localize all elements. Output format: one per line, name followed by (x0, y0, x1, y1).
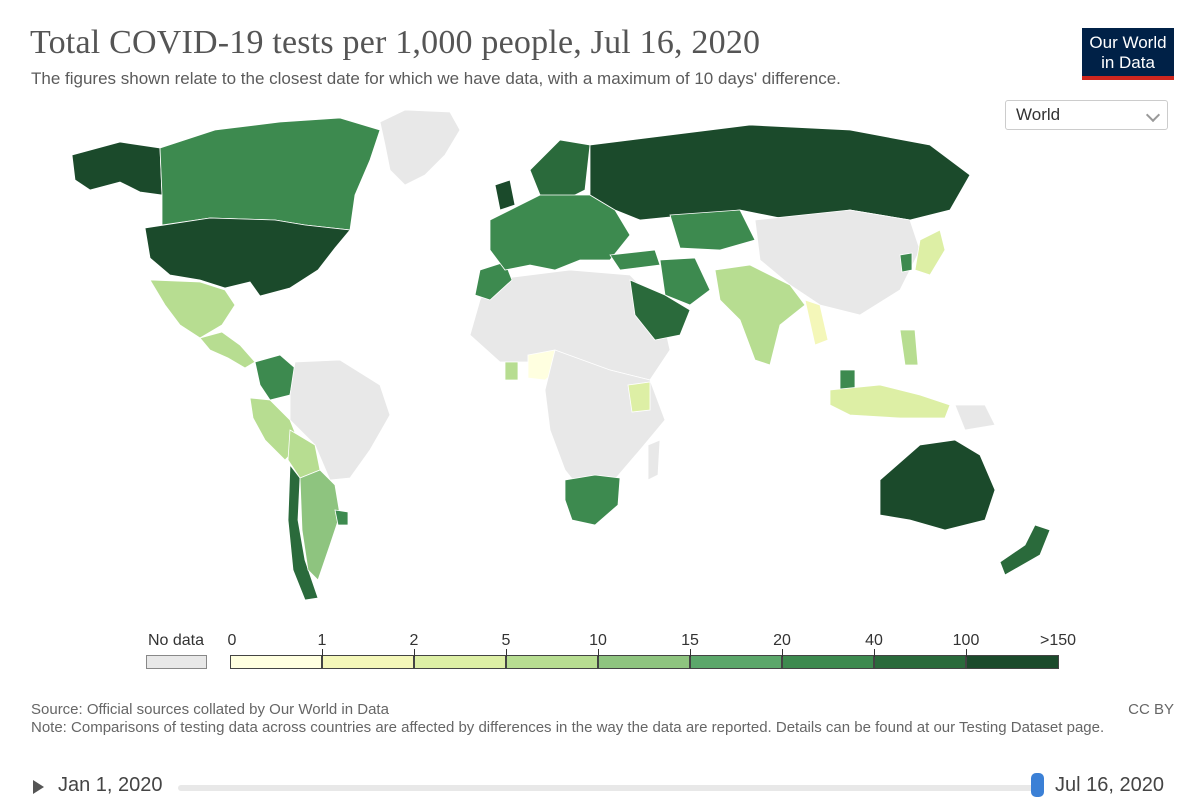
legend-tick (414, 649, 415, 657)
map-region-central-america[interactable] (199, 331, 256, 369)
legend-bin-5[interactable] (598, 655, 690, 669)
region-select[interactable]: World (1005, 100, 1168, 130)
map-region-argentina[interactable] (299, 469, 341, 581)
map-region-new-zealand[interactable] (999, 524, 1051, 576)
map-region-kazakhstan[interactable] (669, 209, 756, 251)
legend-threshold-label: 100 (952, 632, 980, 649)
legend-tick (874, 649, 875, 657)
map-region-usa[interactable] (144, 217, 351, 297)
legend-threshold-label: 15 (681, 632, 699, 649)
legend-threshold-label: 1 (317, 632, 327, 649)
region-select-value: World (1016, 105, 1061, 124)
source-text: Source: Official sources collated by Our… (31, 701, 389, 718)
map-region-indonesia[interactable] (829, 384, 951, 419)
legend-tick (322, 649, 323, 657)
map-region-south-korea[interactable] (899, 252, 913, 273)
map-region-uk[interactable] (494, 179, 516, 211)
map-region-india[interactable] (714, 264, 806, 366)
logo-line-1: Our World (1089, 33, 1167, 52)
legend-bin-4[interactable] (506, 655, 598, 669)
license-link[interactable]: CC BY (1128, 701, 1174, 718)
map-region-kenya[interactable] (627, 381, 651, 413)
legend-tick (690, 649, 691, 657)
map-region-alaska[interactable] (71, 141, 163, 196)
map-region-china-mongolia[interactable] (754, 209, 921, 316)
legend-threshold-label: 0 (227, 632, 237, 649)
legend-bin-2[interactable] (322, 655, 414, 669)
timeline-start-date[interactable]: Jan 1, 2020 (58, 774, 163, 796)
map-region-iran[interactable] (659, 257, 711, 306)
map-region-japan[interactable] (914, 229, 946, 276)
map-region-europe[interactable] (489, 194, 631, 271)
legend-threshold-label: 20 (773, 632, 791, 649)
legend-bin-1[interactable] (230, 655, 322, 669)
map-region-ghana[interactable] (504, 361, 519, 381)
legend-threshold-label: 5 (501, 632, 511, 649)
legend-threshold-label: 2 (409, 632, 419, 649)
world-map (71, 109, 1051, 601)
legend-bin-6[interactable] (690, 655, 782, 669)
legend-bin-7[interactable] (782, 655, 874, 669)
map-region-turkey[interactable] (609, 249, 661, 271)
owid-logo[interactable]: Our World in Data (1082, 28, 1174, 80)
map-region-russia[interactable] (589, 124, 971, 221)
legend-bin-8[interactable] (874, 655, 966, 669)
legend-threshold-label: >150 (1039, 632, 1077, 649)
map-region-chile[interactable] (287, 463, 319, 601)
map-region-canada[interactable] (159, 117, 381, 231)
chart-subtitle: The figures shown relate to the closest … (31, 69, 841, 88)
map-region-malaysia[interactable] (839, 369, 856, 391)
legend-no-data-swatch (146, 655, 207, 669)
legend-threshold-label: 10 (589, 632, 607, 649)
timeline-handle[interactable] (1031, 773, 1044, 797)
note-text: Note: Comparisons of testing data across… (31, 719, 1105, 736)
legend-tick (782, 649, 783, 657)
map-region-greenland[interactable] (379, 109, 461, 186)
map-region-mexico[interactable] (149, 279, 236, 339)
logo-underline (1082, 76, 1174, 80)
map-region-madagascar[interactable] (647, 439, 661, 481)
map-region-scandinavia[interactable] (529, 139, 591, 201)
legend-no-data-label: No data (147, 632, 205, 649)
map-region-myanmar[interactable] (804, 299, 829, 346)
logo-line-2: in Data (1101, 53, 1155, 72)
timeline-end-date[interactable]: Jul 16, 2020 (1055, 774, 1164, 796)
chart-title: Total COVID-19 tests per 1,000 people, J… (30, 24, 761, 61)
map-region-venezuela-brazil[interactable] (289, 359, 391, 481)
timeline-track[interactable] (178, 785, 1038, 791)
map-region-colombia[interactable] (254, 354, 296, 401)
map-region-saudi-arabia[interactable] (629, 279, 691, 341)
map-region-south-africa[interactable] (564, 474, 621, 526)
map-region-papua-new-guinea[interactable] (954, 404, 996, 431)
legend-bin-9[interactable] (966, 655, 1059, 669)
map-region-australia[interactable] (879, 439, 996, 531)
timeline: Jan 1, 2020 Jul 16, 2020 (0, 768, 1200, 808)
map-region-uruguay[interactable] (334, 509, 349, 526)
legend-tick (966, 649, 967, 657)
legend-threshold-label: 40 (865, 632, 883, 649)
map-region-philippines[interactable] (899, 329, 919, 366)
map-legend: No data 0 1 2 5 10 15 20 40 100 >150 (0, 625, 1200, 685)
footer-notes: Source: Official sources collated by Our… (31, 701, 1131, 737)
legend-bin-3[interactable] (414, 655, 506, 669)
legend-tick (506, 649, 507, 657)
play-icon[interactable] (33, 780, 44, 794)
legend-tick (598, 649, 599, 657)
